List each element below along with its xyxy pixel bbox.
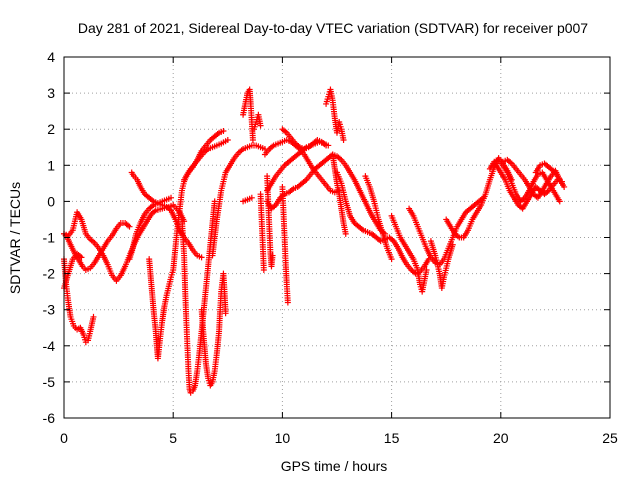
x-axis-label: GPS time / hours xyxy=(281,458,388,474)
data-point xyxy=(220,128,227,135)
data-point xyxy=(269,252,276,259)
y-tick-label: -4 xyxy=(43,338,56,354)
x-tick-label: 5 xyxy=(169,430,177,446)
data-point xyxy=(561,183,568,190)
data-point xyxy=(554,173,561,180)
data-point xyxy=(222,310,229,317)
y-tick-label: 2 xyxy=(47,121,55,137)
x-tick-label: 0 xyxy=(60,430,68,446)
data-point xyxy=(556,198,563,205)
data-point xyxy=(284,299,291,306)
y-tick-label: 1 xyxy=(47,157,55,173)
y-tick-label: 0 xyxy=(47,193,55,209)
data-point xyxy=(388,256,395,263)
data-point xyxy=(423,266,430,273)
data-point xyxy=(126,223,133,230)
data-point xyxy=(340,137,347,144)
y-tick-label: -6 xyxy=(43,410,56,426)
y-tick-label: -3 xyxy=(43,302,56,318)
y-tick-label: -5 xyxy=(43,374,56,390)
y-axis-label: SDTVAR / TECUs xyxy=(7,182,23,294)
data-point xyxy=(260,266,267,273)
data-point xyxy=(323,142,330,149)
data-point xyxy=(168,194,175,201)
x-tick-label: 15 xyxy=(384,430,400,446)
x-tick-label: 10 xyxy=(275,430,291,446)
x-tick-label: 25 xyxy=(602,430,618,446)
data-point xyxy=(449,241,456,248)
y-tick-label: -1 xyxy=(43,230,56,246)
y-tick-label: -2 xyxy=(43,266,56,282)
y-tick-label: 3 xyxy=(47,85,55,101)
y-tick-label: 4 xyxy=(47,49,55,65)
data-point xyxy=(249,137,256,144)
points-layer xyxy=(61,86,568,396)
data-point xyxy=(257,122,264,129)
data-point xyxy=(90,313,97,320)
ticks-layer: 0 5 10 15 20 25 -6 -5 -4 -3 -2 -1 0 1 2 3 4 xyxy=(43,49,618,446)
data-point xyxy=(198,254,205,261)
x-tick-label: 20 xyxy=(493,430,509,446)
data-point xyxy=(248,194,255,201)
data-point xyxy=(78,254,85,261)
data-point xyxy=(224,137,231,144)
data-point xyxy=(342,230,349,237)
chart-title: Day 281 of 2021, Sidereal Day-to-day VTE… xyxy=(78,20,588,36)
